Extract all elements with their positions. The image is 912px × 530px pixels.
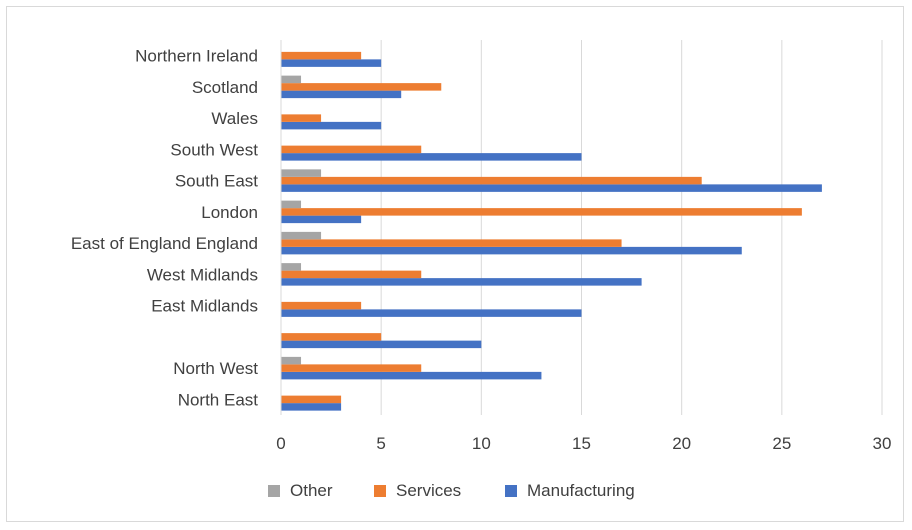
category-label: East of England England [71,234,258,253]
legend-label-services: Services [396,481,461,500]
legend-swatch-other [268,485,280,497]
bars [281,51,822,411]
category-label: Northern Ireland [135,47,258,66]
bar-manufacturing [281,215,362,224]
bar-other [281,75,302,84]
chart-frame [6,6,904,522]
x-tick-label: 0 [276,434,285,453]
bar-other [281,231,322,240]
x-tick-label: 20 [672,434,691,453]
x-tick-label: 25 [772,434,791,453]
category-label: East Midlands [151,297,258,316]
bar-other [281,263,302,271]
bar-manufacturing [281,153,582,161]
bar-manufacturing [281,403,342,411]
bar-manufacturing [281,184,822,192]
x-tick-label: 10 [472,434,491,453]
category-label: South West [170,140,258,159]
category-label: North East [178,390,259,409]
x-tick-label: 5 [376,434,385,453]
bar-services [281,333,382,341]
category-label: South East [175,172,258,191]
bar-services [281,301,362,310]
bar-services [281,176,702,185]
category-label: Scotland [192,78,258,97]
bar-services [281,395,342,404]
bar-manufacturing [281,309,582,317]
bar-manufacturing [281,371,542,380]
bar-manufacturing [281,59,382,67]
bar-services [281,364,422,372]
bar-services [281,239,622,247]
category-label: West Midlands [147,265,258,284]
legend-swatch-manufacturing [505,485,517,497]
x-tick-label: 15 [572,434,591,453]
bar-services [281,114,322,122]
legend-label-other: Other [290,481,333,500]
bar-manufacturing [281,340,482,349]
bar-manufacturing [281,90,402,99]
bar-services [281,145,422,154]
bar-services [281,208,802,216]
category-label: North West [173,359,258,378]
tick-labels: 0 5 10 15 20 25 30 [276,434,891,453]
bar-manufacturing [281,278,642,286]
bar-services [281,83,442,91]
category-label: Wales [211,109,258,128]
gridlines [380,40,883,415]
bar-manufacturing [281,246,742,255]
legend: Other Services Manufacturing [268,481,635,500]
category-labels: North East North West East Midlands West Mi… [71,47,258,410]
bar-other [281,200,302,209]
legend-swatch-services [374,485,386,497]
legend-label-manufacturing: Manufacturing [527,481,635,500]
category-label: London [201,203,258,222]
bar-services [281,51,362,60]
bar-manufacturing [281,121,382,130]
bar-other [281,169,322,177]
bar-services [281,270,422,279]
x-tick-label: 30 [873,434,892,453]
bar-other [281,356,302,365]
